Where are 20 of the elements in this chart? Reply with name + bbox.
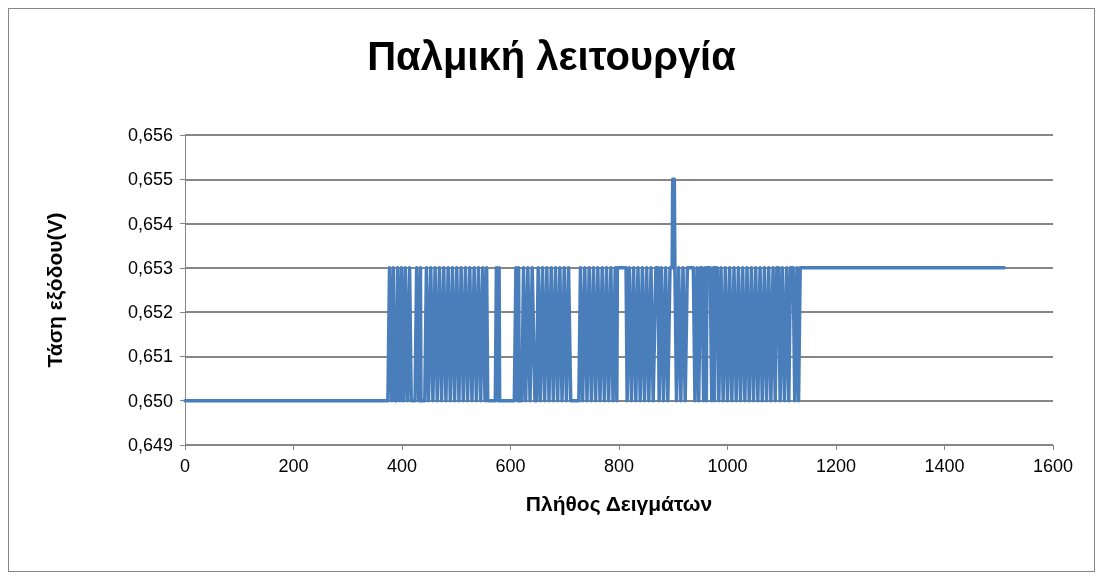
x-tick-label: 1200 <box>815 456 857 476</box>
y-tick-label: 0,656 <box>127 125 173 145</box>
y-tick-label: 0,653 <box>127 257 173 278</box>
x-tick-label: 600 <box>495 456 526 476</box>
y-tick-label: 0,652 <box>127 302 173 323</box>
y-tick-label: 0,650 <box>127 390 173 411</box>
x-tick-label: 1600 <box>1032 456 1074 476</box>
y-tick-label: 0,654 <box>127 213 173 234</box>
chart-title: Παλμική λειτουργία <box>367 34 737 78</box>
x-tick-label: 400 <box>386 456 418 476</box>
y-tick-label: 0,649 <box>127 435 173 455</box>
x-tick-label: 1400 <box>924 456 965 476</box>
x-tick-label: 200 <box>278 456 309 476</box>
x-tick-label: 0 <box>179 456 191 476</box>
y-tick-label: 0,655 <box>127 169 173 190</box>
x-axis-title: Πλήθος Δειγμάτων <box>525 492 713 516</box>
x-tick-label: 1000 <box>707 456 748 476</box>
y-tick-label: 0,651 <box>127 346 173 367</box>
y-axis-title: Τάση εξόδου(V) <box>43 212 66 368</box>
x-tick-label: 800 <box>603 456 635 476</box>
